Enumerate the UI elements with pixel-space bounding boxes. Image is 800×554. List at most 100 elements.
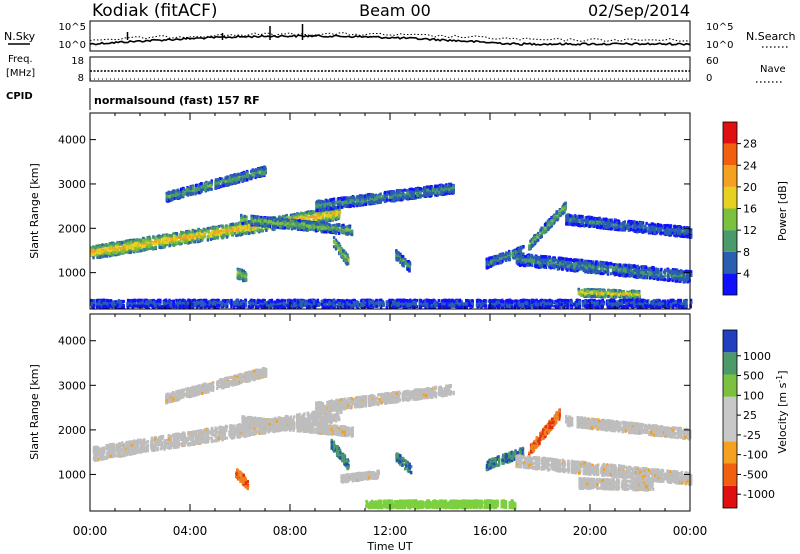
scatter-cell	[259, 171, 261, 174]
scatter-cell	[194, 237, 196, 240]
power-data	[90, 166, 692, 309]
scatter-cell	[402, 192, 404, 195]
scatter-cell	[213, 231, 215, 234]
scatter-cell	[226, 236, 228, 239]
scatter-cell	[336, 213, 338, 216]
scatter-cell	[188, 238, 190, 241]
scatter-cell	[238, 178, 240, 181]
scatter-cell	[426, 189, 428, 192]
station-title: Kodiak (fitACF)	[92, 1, 218, 21]
scatter-cell	[337, 206, 339, 209]
scatter-cell	[99, 251, 101, 254]
scatter-cell	[216, 236, 218, 239]
scatter-cell	[261, 222, 263, 225]
scatter-cell	[139, 239, 141, 242]
scatter-cell	[327, 200, 329, 203]
scatter-cell	[398, 189, 400, 192]
scatter-cell	[216, 231, 218, 234]
scatter-cell	[407, 192, 409, 195]
scatter-cell	[165, 237, 167, 240]
scatter-cell	[251, 231, 253, 234]
scatter-cell	[179, 233, 181, 236]
scatter-cell	[106, 255, 108, 258]
scatter-cell	[176, 232, 178, 235]
scatter-cell	[136, 238, 138, 241]
scatter-cell	[280, 222, 282, 225]
scatter-cell	[234, 232, 236, 235]
scatter-cell	[109, 242, 111, 245]
scatter-cell	[195, 189, 197, 192]
noise-right-tick-bottom: 10^0	[706, 40, 733, 51]
scatter-cell	[315, 216, 317, 219]
scatter-cell	[412, 191, 414, 194]
scatter-cell	[305, 214, 307, 217]
scatter-cell	[222, 179, 224, 182]
scatter-cell	[321, 230, 323, 233]
scatter-cell	[126, 248, 128, 251]
scatter-cell	[279, 219, 281, 222]
scatter-cell	[121, 250, 123, 253]
scatter-cell	[170, 241, 172, 244]
scatter-cell	[163, 245, 165, 248]
scatter-cell	[317, 219, 319, 222]
scatter-cell	[200, 182, 202, 185]
scatter-cell	[412, 195, 414, 198]
scatter-cell	[121, 241, 123, 244]
scatter-cell	[140, 249, 142, 252]
scatter-cell	[194, 230, 196, 233]
scatter-cell	[350, 200, 352, 203]
scatter-cell	[317, 214, 319, 217]
scatter-cell	[320, 216, 322, 219]
scatter-cell	[210, 232, 212, 235]
scatter-cell	[201, 236, 203, 239]
scatter-cell	[248, 232, 250, 235]
scatter-cell	[127, 242, 129, 245]
scatter-cell	[245, 225, 247, 228]
scatter-cell	[384, 200, 386, 203]
scatter-cell	[139, 244, 141, 247]
scatter-cell	[149, 244, 151, 247]
scatter-cell	[250, 228, 252, 231]
scatter-cell	[179, 243, 181, 246]
scatter-cell	[323, 204, 325, 207]
cpid-text: normalsound (fast) 157 RF	[94, 94, 260, 107]
scatter-cell	[333, 198, 335, 201]
scatter-cell	[359, 195, 361, 198]
scatter-cell	[268, 217, 270, 220]
scatter-cell	[416, 189, 418, 192]
scatter-cell	[142, 240, 144, 243]
scatter-cell	[183, 235, 185, 238]
scatter-cell	[253, 172, 255, 175]
scatter-cell	[160, 241, 162, 244]
scatter-cell	[92, 253, 94, 256]
scatter-cell	[226, 176, 228, 179]
scatter-cell	[329, 219, 331, 222]
scatter-cell	[216, 227, 218, 230]
scatter-cell	[222, 236, 224, 239]
noise-strip-frame	[90, 21, 690, 51]
freq-tick-bottom: 8	[78, 73, 84, 84]
scatter-cell	[398, 197, 400, 200]
scatter-cell	[152, 247, 154, 250]
noise-right-label: N.Search	[746, 30, 796, 43]
scatter-cell	[106, 252, 108, 255]
scatter-cell	[325, 219, 327, 222]
scatter-cell	[142, 245, 144, 248]
scatter-cell	[99, 246, 101, 249]
nave-tick-top: 60	[706, 56, 719, 67]
scatter-cell	[215, 179, 217, 182]
scatter-cell	[303, 223, 305, 226]
scatter-cell	[188, 230, 190, 233]
scatter-cell	[183, 239, 185, 242]
scatter-cell	[249, 176, 251, 179]
scatter-cell	[235, 174, 237, 177]
scatter-cell	[287, 225, 289, 228]
scatter-cell	[234, 227, 236, 230]
scatter-cell	[155, 237, 157, 240]
scatter-cell	[312, 211, 314, 214]
scatter-cell	[245, 232, 247, 235]
scatter-cell	[371, 200, 373, 203]
scatter-cell	[300, 212, 302, 215]
scatter-cell	[322, 212, 324, 215]
